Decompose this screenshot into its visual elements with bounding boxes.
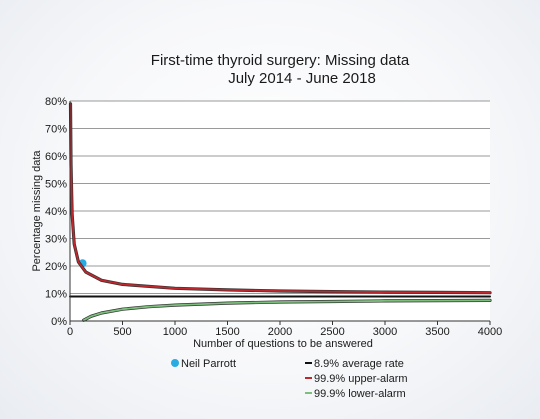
x-tick-label: 4000 (478, 326, 502, 338)
x-axis-label: Number of questions to be answered (193, 338, 373, 350)
x-tick-label: 3000 (373, 326, 397, 338)
y-tick-label: 50% (45, 179, 67, 191)
series-line-99-9-lower-alarm (82, 299, 491, 322)
y-tick-label: 0% (51, 316, 67, 328)
x-tick-label: 500 (113, 326, 131, 338)
chart-title: First-time thyroid surgery: Missing data (151, 52, 410, 69)
legend: Neil Parrott 8.9% average rate 99.9% upp… (171, 358, 408, 400)
y-tick-label: 80% (45, 96, 67, 108)
gridlines (70, 100, 490, 294)
y-tick-label: 40% (45, 206, 67, 218)
y-axis-ticks: 0% 10% 20% 30% 40% 50% 60% 70% 80% (45, 96, 67, 328)
x-tick-label: 0 (67, 326, 73, 338)
y-tick-label: 10% (45, 289, 67, 301)
x-axis-ticks: 0 500 1000 1500 2000 2500 3000 3500 4000 (67, 321, 502, 338)
x-tick-label: 1000 (163, 326, 187, 338)
legend-label-lower-alarm: 99.9% lower-alarm (314, 388, 406, 400)
legend-label-neil-parrott: Neil Parrott (181, 358, 236, 370)
x-tick-label: 2500 (320, 326, 344, 338)
legend-label-average-rate: 8.9% average rate (314, 358, 404, 370)
y-tick-label: 70% (45, 124, 67, 136)
legend-label-upper-alarm: 99.9% upper-alarm (314, 373, 408, 385)
legend-marker-neil-parrott (171, 359, 179, 367)
series-layer (68, 102, 492, 322)
x-tick-label: 1500 (215, 326, 239, 338)
y-tick-label: 60% (45, 151, 67, 163)
y-tick-label: 20% (45, 261, 67, 273)
series-line-99-9-upper-alarm (69, 102, 491, 294)
y-axis-label: Percentage missing data (31, 150, 43, 272)
chart-subtitle: July 2014 - June 2018 (228, 70, 376, 87)
x-tick-label: 3500 (425, 326, 449, 338)
x-tick-label: 2000 (268, 326, 292, 338)
y-tick-label: 30% (45, 234, 67, 246)
